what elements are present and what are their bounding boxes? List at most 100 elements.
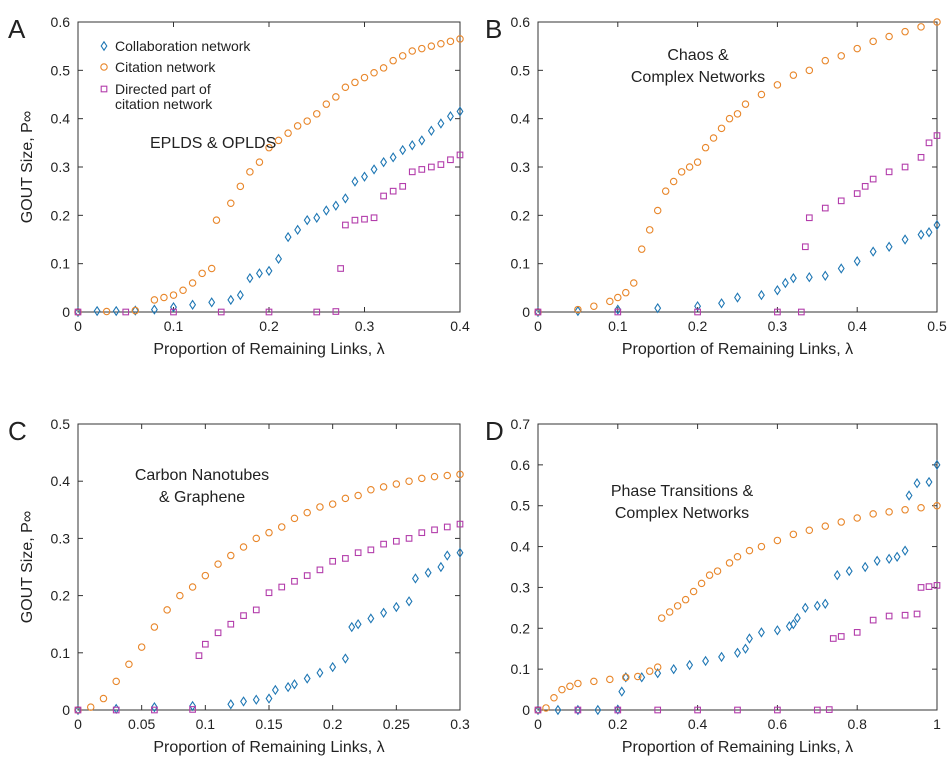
directed-marker (112, 706, 120, 714)
legend: Collaboration network Citation network Dir… (100, 38, 251, 112)
directed-marker (354, 549, 362, 557)
collab-marker (534, 704, 542, 716)
citation-marker (446, 37, 455, 46)
directed-marker (431, 526, 438, 534)
y-tick-label: 0.4 (51, 111, 71, 127)
citation-marker (227, 199, 235, 208)
citation-marker (821, 56, 830, 65)
y-tick-label: 0.3 (511, 579, 531, 595)
directed-marker (367, 546, 375, 554)
citation-marker (303, 508, 311, 517)
citation-marker (163, 606, 171, 614)
citation-marker (821, 522, 830, 530)
plot-frame (537, 21, 938, 313)
citation-marker (693, 158, 702, 166)
directed-marker (861, 182, 869, 190)
citation-marker (86, 703, 95, 711)
directed-marker (913, 610, 921, 618)
collab-marker (534, 306, 542, 318)
citation-marker (733, 553, 742, 561)
citation-marker (239, 543, 248, 551)
directed-marker (389, 187, 397, 195)
citation-marker (150, 296, 159, 304)
citation-marker (169, 291, 178, 299)
citation-marker (290, 514, 299, 523)
citation-marker (713, 567, 722, 575)
y-axis-label: GOUT Size, P∞ (19, 511, 36, 623)
citation-marker (661, 187, 670, 195)
citation-marker (398, 52, 407, 60)
citation-marker (733, 110, 742, 118)
citation-marker (574, 679, 582, 688)
collab-marker (833, 569, 841, 581)
directed-marker (214, 629, 222, 637)
x-tick-label: 0.2 (688, 318, 708, 334)
x-tick-label: 1 (933, 716, 941, 732)
citation-marker (717, 124, 726, 133)
collab-marker (654, 668, 662, 679)
y-tick-label: 0.4 (51, 473, 71, 489)
x-tick-label: 0 (534, 716, 542, 732)
collab-marker (594, 704, 602, 716)
collab-marker (351, 176, 359, 187)
y-tick-label: 0 (522, 702, 530, 718)
collab-marker (208, 297, 216, 308)
y-tick-label: 0 (62, 304, 70, 320)
directed-marker (614, 706, 622, 714)
collab-marker (348, 621, 356, 633)
directed-marker (805, 214, 813, 222)
collab-marker (614, 304, 622, 315)
directed-marker (361, 215, 368, 223)
directed-marker (869, 616, 877, 624)
collab-marker (793, 612, 801, 624)
citation-marker (418, 44, 426, 53)
citation-marker (653, 663, 662, 671)
collab-marker (93, 305, 101, 317)
citation-marker (741, 100, 750, 108)
collab-marker (443, 550, 451, 561)
directed-marker (332, 308, 340, 315)
panel-letter: D (485, 416, 504, 446)
citation-marker (657, 614, 666, 622)
citation-marker (456, 35, 464, 43)
collab-marker (622, 672, 630, 683)
directed-marker (456, 520, 464, 528)
citation-marker (789, 71, 798, 79)
y-axis-label: GOUT Size, P∞ (19, 111, 36, 223)
citation-marker (341, 83, 350, 92)
panel-annotation: & Graphene (159, 489, 245, 506)
directed-marker (227, 620, 235, 628)
citation-marker (837, 518, 845, 526)
collab-marker (284, 231, 292, 243)
collab-marker (821, 598, 829, 609)
directed-marker (534, 706, 542, 714)
directed-marker (392, 537, 400, 545)
collab-marker (313, 212, 321, 223)
collab-marker (418, 135, 426, 146)
directed-marker (399, 182, 407, 190)
x-axis-label: Proportion of Remaining Links, λ (622, 341, 853, 358)
collab-marker (380, 156, 388, 168)
x-tick-label: 0.4 (847, 318, 867, 334)
y-tick-label: 0.5 (511, 498, 531, 514)
collab-marker (150, 701, 158, 713)
x-tick-label: 0.6 (768, 716, 788, 732)
citation-marker (265, 528, 273, 537)
citation-marker (745, 546, 754, 555)
directed-marker (240, 612, 247, 619)
citation-marker (869, 37, 877, 46)
collab-marker (670, 663, 678, 675)
collab-marker (618, 686, 626, 697)
citation-marker (630, 279, 638, 287)
panel-annotation: Complex Networks (615, 505, 749, 522)
citation-marker (885, 32, 893, 41)
citation-marker (709, 134, 718, 142)
collab-marker (853, 256, 861, 267)
collab-marker (574, 305, 582, 317)
collab-marker (638, 672, 646, 683)
directed-marker (534, 308, 542, 316)
citation-marker (550, 693, 558, 702)
citation-marker (246, 168, 254, 176)
collab-marker (702, 655, 710, 667)
y-tick-label: 0.4 (511, 111, 531, 127)
